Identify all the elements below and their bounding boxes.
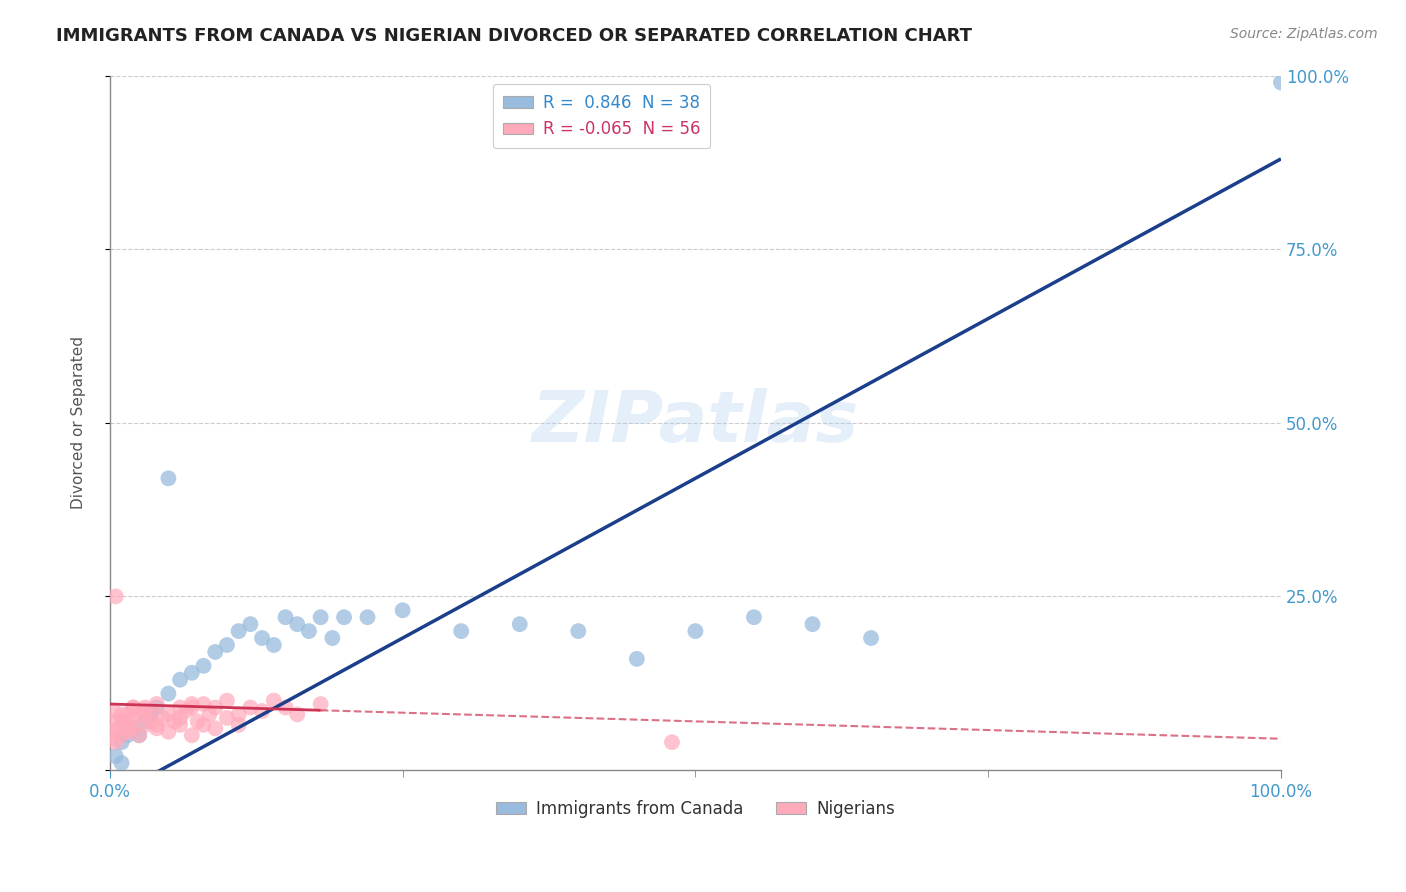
Point	[321, 631, 343, 645]
Point	[110, 735, 132, 749]
Point	[110, 707, 132, 722]
Point	[215, 711, 238, 725]
Point	[193, 718, 215, 732]
Point	[163, 714, 186, 729]
Point	[742, 610, 765, 624]
Point	[117, 728, 139, 742]
Point	[239, 700, 262, 714]
Point	[239, 617, 262, 632]
Point	[169, 711, 191, 725]
Point	[128, 707, 150, 722]
Point	[174, 704, 197, 718]
Point	[110, 714, 132, 729]
Point	[187, 714, 209, 729]
Point	[145, 700, 167, 714]
Point	[263, 693, 285, 707]
Text: Source: ZipAtlas.com: Source: ZipAtlas.com	[1230, 27, 1378, 41]
Point	[250, 631, 273, 645]
Y-axis label: Divorced or Separated: Divorced or Separated	[72, 336, 86, 509]
Point	[104, 714, 127, 729]
Point	[391, 603, 413, 617]
Point	[122, 777, 145, 791]
Point	[122, 722, 145, 736]
Point	[180, 700, 202, 714]
Point	[110, 728, 132, 742]
Point	[193, 697, 215, 711]
Point	[157, 724, 180, 739]
Point	[145, 697, 167, 711]
Point	[104, 590, 127, 604]
Point	[134, 704, 156, 718]
Point	[110, 756, 132, 770]
Point	[117, 707, 139, 722]
Point	[204, 722, 226, 736]
Point	[198, 707, 221, 722]
Point	[101, 731, 124, 746]
Point	[285, 617, 308, 632]
Point	[180, 665, 202, 680]
Point	[104, 749, 127, 764]
Point	[180, 728, 202, 742]
Point	[180, 697, 202, 711]
Point	[122, 722, 145, 736]
Point	[107, 722, 129, 736]
Point	[356, 610, 378, 624]
Point	[139, 704, 162, 718]
Point	[228, 624, 250, 639]
Point	[103, 704, 125, 718]
Point	[626, 652, 648, 666]
Point	[134, 714, 156, 729]
Point	[285, 707, 308, 722]
Point	[128, 728, 150, 742]
Point	[309, 697, 332, 711]
Point	[250, 704, 273, 718]
Point	[193, 658, 215, 673]
Point	[104, 735, 127, 749]
Text: IMMIGRANTS FROM CANADA VS NIGERIAN DIVORCED OR SEPARATED CORRELATION CHART: IMMIGRANTS FROM CANADA VS NIGERIAN DIVOR…	[56, 27, 972, 45]
Point	[117, 724, 139, 739]
Point	[169, 718, 191, 732]
Point	[801, 617, 824, 632]
Point	[169, 700, 191, 714]
Text: ZIPatlas: ZIPatlas	[531, 388, 859, 458]
Point	[228, 718, 250, 732]
Point	[298, 624, 321, 639]
Point	[274, 610, 297, 624]
Point	[152, 711, 174, 725]
Point	[204, 700, 226, 714]
Point	[157, 471, 180, 485]
Point	[103, 724, 125, 739]
Point	[139, 707, 162, 722]
Point	[112, 714, 135, 729]
Point	[661, 735, 683, 749]
Point	[157, 707, 180, 722]
Point	[122, 700, 145, 714]
Point	[117, 722, 139, 736]
Point	[1270, 75, 1292, 89]
Point	[122, 700, 145, 714]
Point	[860, 631, 883, 645]
Point	[309, 610, 332, 624]
Point	[145, 722, 167, 736]
Point	[134, 718, 156, 732]
Point	[139, 714, 162, 729]
Point	[263, 638, 285, 652]
Point	[122, 711, 145, 725]
Point	[215, 693, 238, 707]
Point	[274, 700, 297, 714]
Point	[215, 638, 238, 652]
Point	[567, 624, 589, 639]
Point	[509, 617, 531, 632]
Point	[204, 645, 226, 659]
Point	[134, 700, 156, 714]
Point	[450, 624, 472, 639]
Point	[128, 728, 150, 742]
Point	[157, 687, 180, 701]
Point	[169, 673, 191, 687]
Point	[145, 718, 167, 732]
Point	[685, 624, 707, 639]
Legend: Immigrants from Canada, Nigerians: Immigrants from Canada, Nigerians	[489, 793, 901, 824]
Point	[228, 707, 250, 722]
Point	[333, 610, 356, 624]
